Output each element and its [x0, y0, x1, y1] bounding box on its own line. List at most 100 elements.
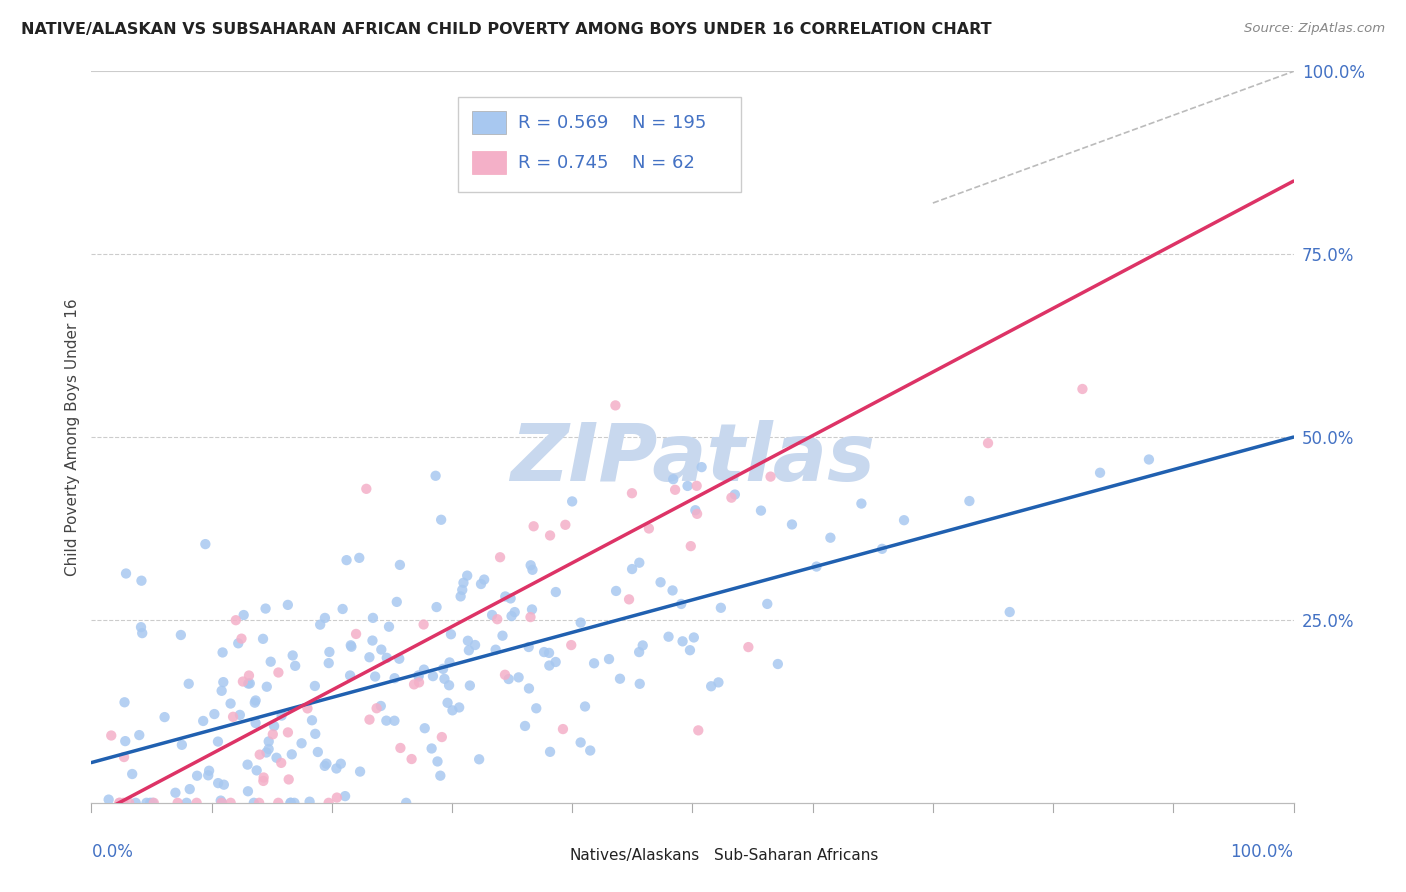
Point [513, 719, 536, 733]
Point [621, 562, 644, 576]
Point [401, 752, 423, 766]
Point [277, 598, 299, 612]
Point [277, 725, 299, 739]
Point [494, 667, 516, 681]
Text: Sub-Saharan Africans: Sub-Saharan Africans [714, 848, 879, 863]
Point [366, 701, 388, 715]
Point [118, 796, 141, 810]
Point [517, 681, 540, 696]
Point [177, 677, 200, 691]
Point [252, 773, 274, 788]
Point [389, 741, 412, 756]
Point [605, 583, 627, 598]
Text: Natives/Alaskans: Natives/Alaskans [569, 848, 700, 863]
Point [686, 479, 709, 493]
FancyBboxPatch shape [536, 845, 562, 866]
Point [212, 778, 235, 792]
Point [326, 790, 349, 805]
Point [247, 796, 270, 810]
Point [620, 486, 643, 500]
Point [650, 575, 672, 590]
Point [617, 592, 640, 607]
Point [375, 714, 398, 728]
Point [356, 482, 378, 496]
Point [186, 769, 208, 783]
Point [245, 693, 267, 707]
Point [657, 630, 679, 644]
Point [246, 764, 269, 778]
Point [249, 747, 271, 762]
Point [628, 645, 651, 659]
Point [569, 615, 592, 630]
Point [441, 703, 464, 717]
Point [766, 657, 789, 671]
Point [165, 786, 187, 800]
Point [112, 750, 135, 764]
Point [517, 640, 540, 654]
Point [538, 745, 561, 759]
Point [628, 677, 651, 691]
Point [408, 668, 430, 682]
Point [554, 517, 576, 532]
Point [551, 722, 574, 736]
Point [453, 575, 475, 590]
Point [232, 608, 254, 623]
FancyBboxPatch shape [681, 845, 707, 866]
Point [340, 640, 363, 654]
Point [209, 794, 232, 808]
Point [481, 607, 503, 622]
Point [267, 665, 290, 680]
Y-axis label: Child Poverty Among Boys Under 16: Child Poverty Among Boys Under 16 [65, 298, 80, 576]
Point [332, 602, 354, 616]
Point [609, 672, 631, 686]
Point [277, 772, 299, 787]
Point [519, 610, 541, 624]
Point [679, 539, 702, 553]
Point [494, 590, 516, 604]
Point [125, 796, 148, 810]
Text: ZIPatlas: ZIPatlas [510, 420, 875, 498]
Point [631, 639, 654, 653]
Point [329, 756, 352, 771]
Point [359, 650, 381, 665]
Point [664, 483, 686, 497]
Point [628, 556, 651, 570]
Point [519, 558, 541, 573]
Point [243, 696, 266, 710]
Point [364, 669, 387, 683]
Point [408, 670, 430, 684]
Point [759, 469, 782, 483]
Point [522, 563, 544, 577]
Point [682, 631, 704, 645]
Point [115, 566, 138, 581]
Point [283, 796, 305, 810]
Point [284, 658, 307, 673]
Point [413, 663, 436, 677]
Point [142, 796, 165, 810]
Point [408, 675, 430, 690]
Point [114, 695, 136, 709]
Point [688, 723, 710, 738]
Point [579, 743, 602, 757]
Point [257, 734, 280, 748]
Point [700, 679, 723, 693]
Point [422, 669, 444, 683]
Point [430, 513, 453, 527]
Point [472, 573, 495, 587]
Point [262, 727, 284, 741]
Point [307, 745, 329, 759]
Point [339, 638, 361, 652]
Point [207, 734, 229, 748]
Point [243, 796, 266, 810]
Point [198, 764, 221, 778]
Point [756, 597, 779, 611]
Point [439, 656, 461, 670]
Point [128, 728, 150, 742]
Point [485, 642, 508, 657]
Point [266, 750, 288, 764]
Point [498, 672, 520, 686]
Text: R = 0.569: R = 0.569 [519, 113, 609, 131]
Point [170, 738, 193, 752]
Point [574, 699, 596, 714]
Point [450, 590, 472, 604]
